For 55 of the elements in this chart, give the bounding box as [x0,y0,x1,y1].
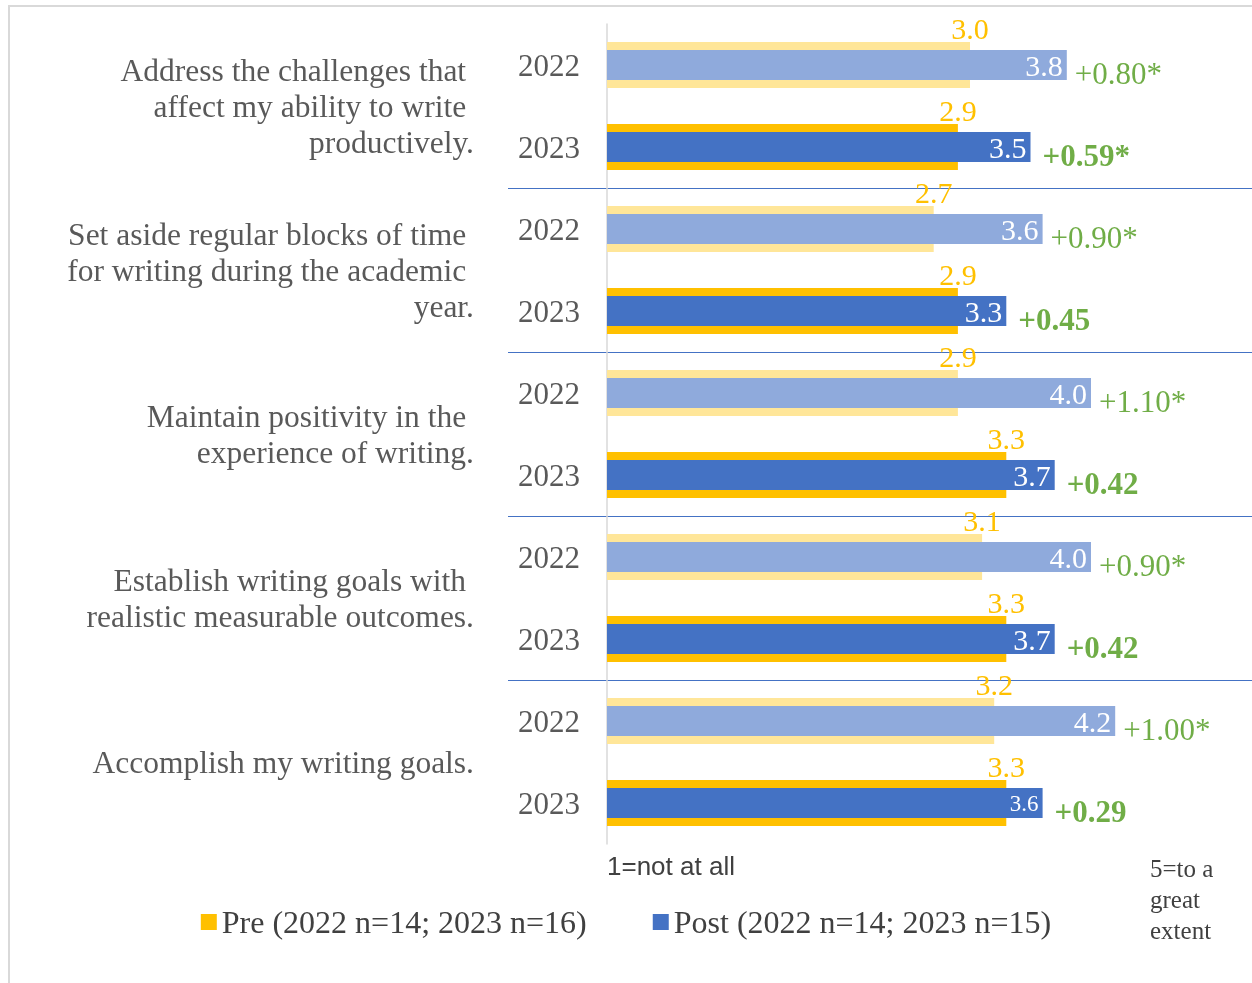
annotation: +1.10* [1099,383,1187,419]
y-tick-label: 2022 [518,375,580,411]
text: Establish writing goals with realistic measurable outcomes. [86,562,474,634]
data-label: 4.2 [1073,704,1112,738]
annotation: +0.90* [1050,219,1138,255]
data-label: 3.6 [1001,212,1039,246]
text: Accomplish my writing goals. [92,744,474,780]
data-label: 3.3 [987,749,1026,783]
bar [607,296,1007,326]
y-tick-label: 2022 [518,211,580,247]
data-label: 3.8 [1025,48,1063,82]
data-label: 3.7 [1013,622,1051,656]
data-label: 2.9 [939,257,977,291]
text: 5=to a great extent [1150,855,1220,944]
data-label: 3.3 [987,585,1026,619]
data-label: 4.0 [1049,540,1087,574]
bar [607,460,1055,490]
y-tick-label: 2022 [518,703,580,739]
annotation: +0.90* [1099,547,1187,583]
legend-label: Pre (2022 n=14; 2023 n=16) [221,904,587,940]
y-tick-label: 2023 [518,785,580,821]
y-tick-label: 2022 [518,539,580,575]
bar [607,378,1091,408]
text: Address the challenges that affect my ability to write productively. [120,52,474,160]
data-label: 2.9 [939,93,977,127]
y-tick-label: 2023 [518,457,580,493]
text: Maintain positivity in the experience of writing. [146,398,474,470]
data-label: 3.0 [951,11,989,45]
bar [607,788,1043,818]
y-tick-label: 2023 [518,621,580,657]
data-label: 3.3 [987,421,1026,455]
annotation: +0.45 [1018,301,1091,337]
bar [607,132,1031,162]
bar [607,542,1091,572]
data-label: 4.0 [1049,376,1087,410]
data-label: 3.7 [1013,458,1051,492]
text: +1.00* [1123,711,1211,747]
data-label: 3.5 [989,130,1027,164]
legend-label: Post (2022 n=14; 2023 n=15) [673,904,1052,940]
bar [607,706,1116,736]
annotation: +0.42 [1066,465,1139,501]
text: 1=not at all [607,851,735,881]
data-label: 3.3 [964,294,1003,328]
annotation: +0.29 [1054,793,1127,829]
bar [607,624,1055,654]
bar [607,214,1043,244]
y-tick-label: 2023 [518,129,580,165]
y-tick-label: 2023 [518,293,580,329]
data-label: 3.6 [1009,790,1039,816]
annotation: +0.42 [1066,629,1139,665]
annotation: +0.59* [1042,137,1130,173]
y-tick-label: 2022 [518,47,580,83]
bar [607,50,1067,80]
text: Set aside regular blocks of time for writing during the academic year. [67,216,474,324]
annotation: +0.80* [1074,55,1163,91]
